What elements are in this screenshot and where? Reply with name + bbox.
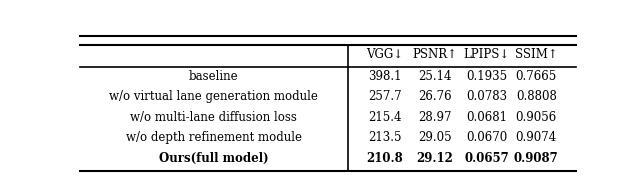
Text: w/o depth refinement module: w/o depth refinement module	[126, 131, 302, 144]
Text: w/o virtual lane generation module: w/o virtual lane generation module	[109, 90, 318, 103]
Text: 26.76: 26.76	[418, 90, 451, 103]
Text: VGG↓: VGG↓	[367, 48, 404, 61]
Text: 0.9074: 0.9074	[516, 131, 557, 144]
Text: SSIM↑: SSIM↑	[515, 48, 557, 61]
Text: 0.7665: 0.7665	[516, 70, 557, 83]
Text: 0.1935: 0.1935	[466, 70, 508, 83]
Text: 28.97: 28.97	[418, 111, 451, 124]
Text: 0.9087: 0.9087	[514, 152, 559, 164]
Text: 0.9056: 0.9056	[516, 111, 557, 124]
Text: 0.0657: 0.0657	[465, 152, 509, 164]
Text: 0.0783: 0.0783	[466, 90, 508, 103]
Text: w/o multi-lane diffusion loss: w/o multi-lane diffusion loss	[131, 111, 298, 124]
Text: 29.12: 29.12	[416, 152, 453, 164]
Text: 213.5: 213.5	[368, 131, 402, 144]
Text: 0.0681: 0.0681	[466, 111, 508, 124]
Text: 29.05: 29.05	[418, 131, 451, 144]
Text: 0.0670: 0.0670	[466, 131, 508, 144]
Text: 398.1: 398.1	[368, 70, 402, 83]
Text: 215.4: 215.4	[368, 111, 402, 124]
Text: PSNR↑: PSNR↑	[412, 48, 457, 61]
Text: 25.14: 25.14	[418, 70, 451, 83]
Text: 0.8808: 0.8808	[516, 90, 557, 103]
Text: baseline: baseline	[189, 70, 239, 83]
Text: 210.8: 210.8	[367, 152, 403, 164]
Text: 257.7: 257.7	[368, 90, 402, 103]
Text: Ours(full model): Ours(full model)	[159, 152, 269, 164]
Text: LPIPS↓: LPIPS↓	[463, 48, 510, 61]
